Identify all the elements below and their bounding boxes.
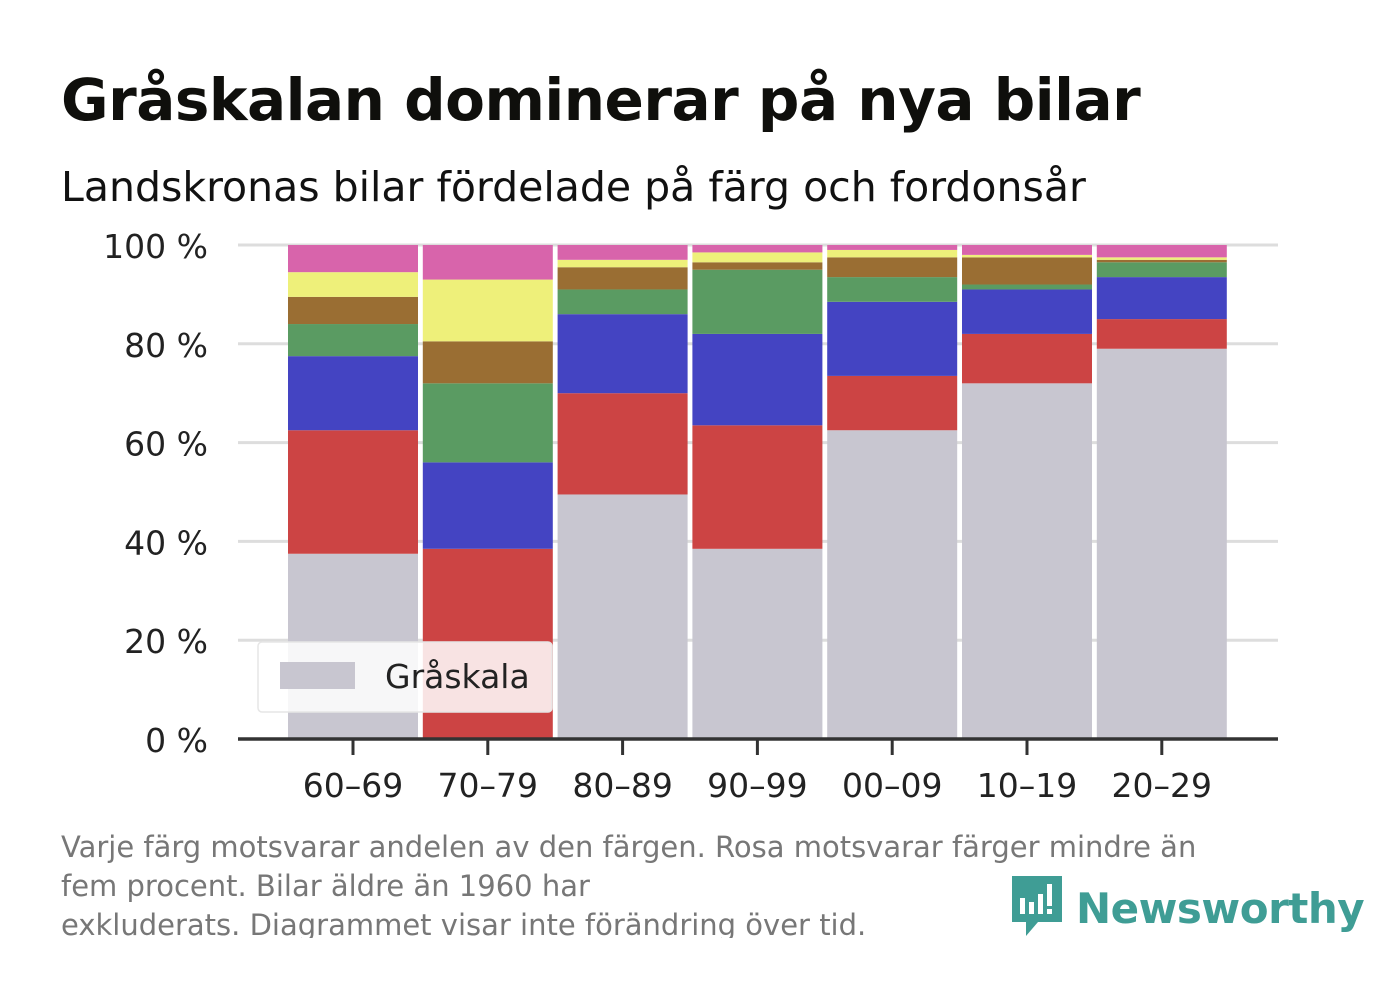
bar-segment (557, 393, 688, 495)
bar-segment (557, 289, 688, 315)
footnote-line-3: exkluderats. Diagrammet visar inte förän… (61, 908, 867, 938)
bar-segment (1096, 319, 1227, 349)
bar-segment (422, 245, 553, 280)
bar-segment (288, 296, 418, 325)
bar-segment (557, 245, 688, 260)
x-tick-label: 00–09 (842, 766, 942, 805)
legend-box (257, 641, 553, 713)
chart-title: Gråskalan dominerar på nya bilar (61, 66, 1141, 134)
footnote: Varje färg motsvarar andelen av den färg… (61, 828, 1301, 938)
logo-text: Newsworthy (1076, 883, 1365, 933)
bar-segment (1096, 277, 1227, 320)
x-tick-label: 60–69 (303, 766, 403, 805)
bar-segment (1096, 262, 1227, 278)
bar-segment (827, 245, 958, 250)
legend: Gråskala (257, 641, 553, 713)
bar-segment (962, 284, 1092, 290)
chart-subtitle: Landskronas bilar fördelade på färg och … (61, 163, 1086, 211)
bar-segment (827, 375, 958, 431)
bar-segment (692, 548, 823, 739)
footnote-line-2: fem procent. Bilar äldre än 1960 har (61, 869, 590, 903)
bar-segment (692, 262, 823, 270)
bar-segment (827, 301, 958, 376)
bar-segment (288, 245, 418, 273)
bar-segment (557, 494, 688, 739)
x-tick-label: 20–29 (1112, 766, 1212, 805)
bar-segment (692, 333, 823, 426)
x-tick-label: 90–99 (707, 766, 807, 805)
y-tick-label: 100 % (103, 227, 208, 266)
x-tick-label: 70–79 (438, 766, 538, 805)
bar-segment (288, 324, 418, 357)
legend-label-graskala: Gråskala (385, 657, 530, 696)
bar-segment (962, 245, 1092, 255)
x-tick-label: 80–89 (572, 766, 672, 805)
bar-segment (692, 252, 823, 263)
bar-segment (422, 341, 553, 384)
bar-segment (827, 249, 958, 258)
bar-segment (962, 257, 1092, 285)
newsworthy-chart-icon (1012, 876, 1062, 936)
bar-segment (557, 259, 688, 268)
bar-segment (288, 356, 418, 431)
axes: 0 % 20 % 40 % 60 % 80 % 100 % 60–69 70–79 80–89 9… (103, 227, 1278, 805)
bar-segment (1096, 257, 1227, 260)
y-tick-label: 20 % (124, 622, 208, 661)
bar-segment (1096, 245, 1227, 258)
bar-segment (962, 254, 1092, 258)
bar-segment (422, 279, 553, 342)
legend-swatch-graskala (280, 662, 355, 689)
bar-segment (288, 430, 418, 554)
x-tick-label: 10–19 (977, 766, 1077, 805)
footnote-line-1: Varje färg motsvarar andelen av den färg… (61, 830, 1197, 864)
bar-segment (827, 277, 958, 302)
bar-segment (827, 430, 958, 739)
bar-segment (422, 462, 553, 549)
bar-segment (557, 267, 688, 290)
bar-segment (827, 257, 958, 278)
bar-segment (692, 269, 823, 334)
y-tick-label: 60 % (124, 425, 208, 464)
bar-segment (962, 383, 1092, 739)
bar-segment (557, 314, 688, 394)
bar-segment (1096, 259, 1227, 263)
y-tick-label: 80 % (124, 326, 208, 365)
newsworthy-logo: Newsworthy (1012, 876, 1365, 940)
bar-segment (962, 333, 1092, 384)
y-tick-label: 40 % (124, 523, 208, 562)
y-tick-label: 0 % (145, 721, 208, 760)
bar-segment (288, 272, 418, 297)
bar-segment (692, 425, 823, 549)
bar-segment (692, 245, 823, 253)
bar-segment (962, 289, 1092, 334)
bar-segment (1096, 348, 1227, 739)
bar-segment (422, 383, 553, 463)
